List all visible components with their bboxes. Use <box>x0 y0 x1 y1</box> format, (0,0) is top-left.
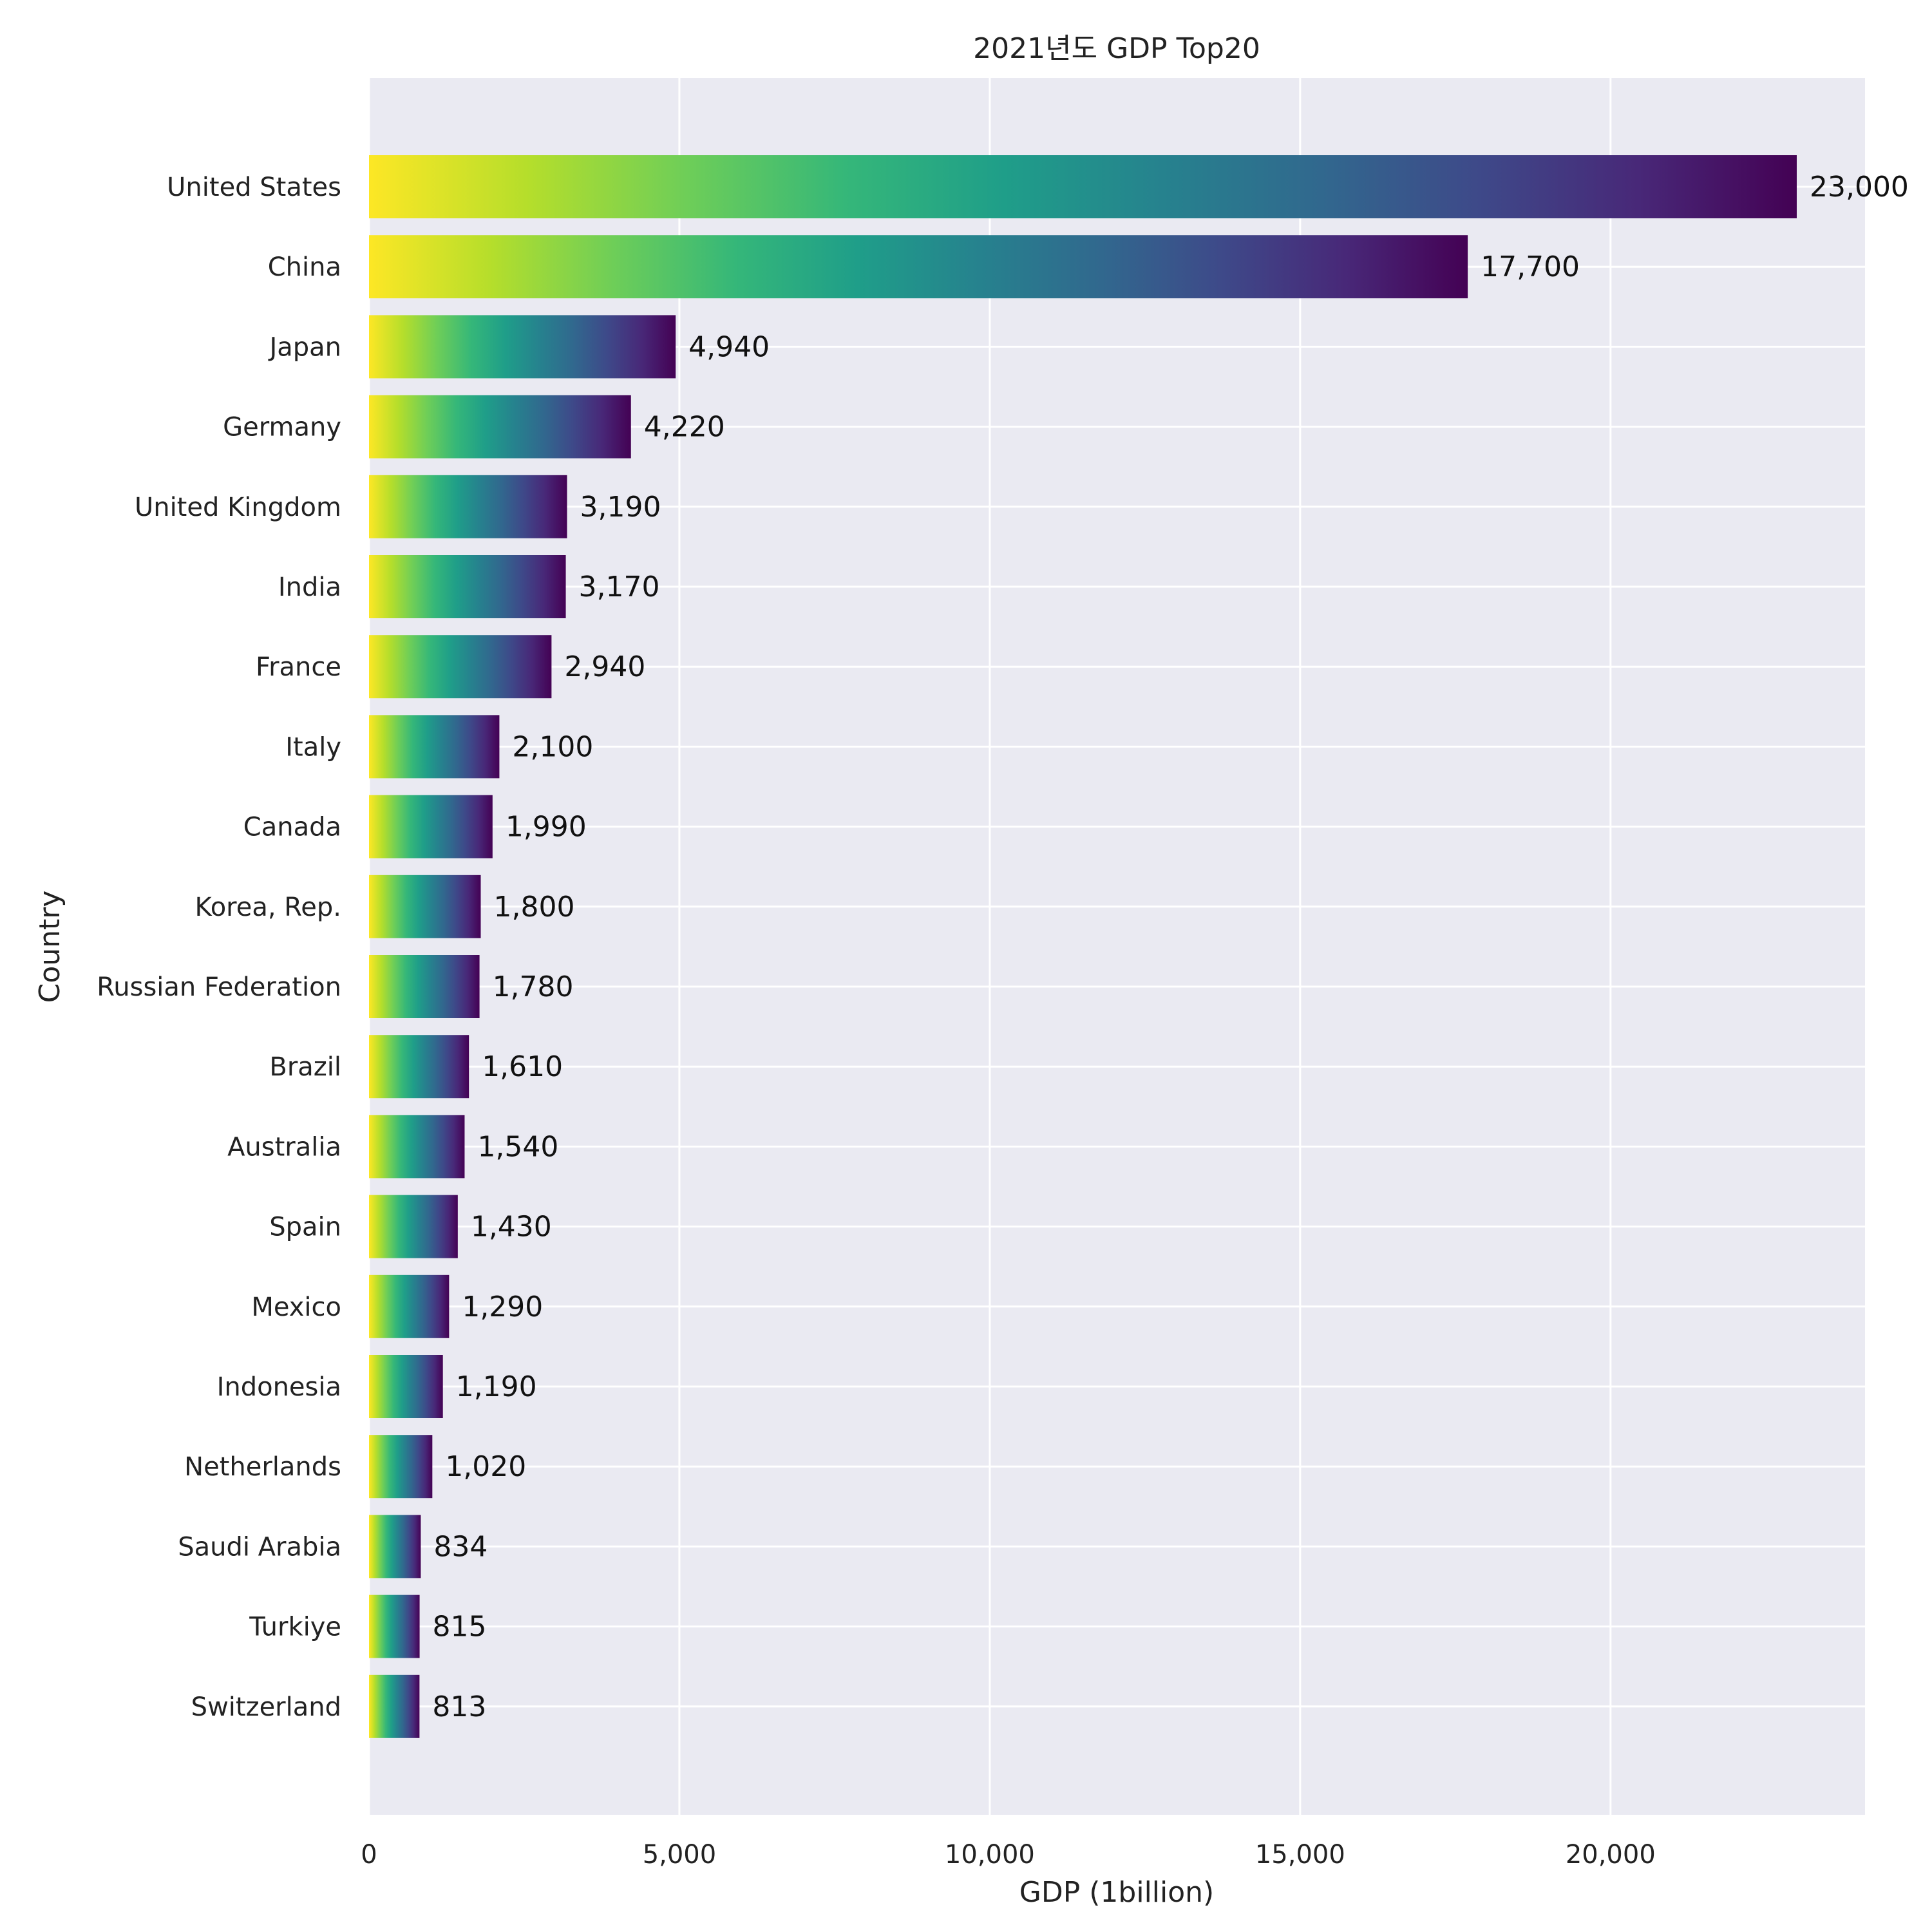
bar-value-label: 1,990 <box>506 811 587 844</box>
chart-title: 2021년도 GDP Top20 <box>973 32 1260 65</box>
y-tick-label: France <box>256 652 341 682</box>
y-tick-label: Mexico <box>251 1293 341 1322</box>
bar-value-label: 23,000 <box>1810 171 1909 204</box>
bar <box>369 1355 443 1418</box>
bar <box>369 155 1797 218</box>
bar-value-label: 2,940 <box>564 650 645 683</box>
y-tick-label: United Kingdom <box>135 493 341 522</box>
bar-value-label: 4,940 <box>688 330 770 363</box>
bar-value-labels: 23,000 17,700 4,940 4,220 3,190 3,170 2,940 2,1… <box>432 171 1909 1723</box>
x-axis-label: GDP (1billion) <box>1019 1876 1214 1909</box>
bar <box>369 955 480 1018</box>
y-tick-label: Korea, Rep. <box>194 893 341 922</box>
bar-value-label: 834 <box>433 1530 488 1563</box>
bar-value-label: 1,800 <box>494 891 575 923</box>
bar-value-label: 4,220 <box>644 411 725 444</box>
bar <box>369 795 493 858</box>
y-tick-label: China <box>268 252 341 282</box>
bar-value-label: 1,290 <box>462 1291 543 1323</box>
x-tick-label: 20,000 <box>1566 1840 1656 1870</box>
y-tick-label: Saudi Arabia <box>178 1532 341 1562</box>
bar-value-label: 1,780 <box>493 971 574 1003</box>
bar <box>369 1595 420 1658</box>
y-tick-label: United States <box>167 173 341 202</box>
y-axis-label: Country <box>33 891 66 1003</box>
bar <box>369 235 1468 299</box>
bar <box>369 635 552 699</box>
x-tick-label: 15,000 <box>1255 1840 1345 1870</box>
y-tick-label: Turkiye <box>249 1613 341 1642</box>
bar <box>369 1115 465 1179</box>
bar-value-label: 1,540 <box>477 1130 558 1163</box>
bars <box>369 155 1797 1738</box>
bar <box>369 555 566 618</box>
bar <box>369 1195 458 1258</box>
bar-value-label: 1,020 <box>445 1450 526 1483</box>
x-tick-label: 5,000 <box>643 1840 717 1870</box>
y-tick-label: Germany <box>223 413 341 442</box>
x-tick-labels: 0 5,000 10,000 15,000 20,000 <box>361 1840 1656 1870</box>
y-tick-label: Brazil <box>269 1052 341 1082</box>
y-tick-label: Spain <box>269 1213 341 1242</box>
bar <box>369 1274 450 1338</box>
bar <box>369 715 500 779</box>
bar <box>369 395 631 459</box>
bar-value-label: 1,610 <box>482 1050 563 1083</box>
bar-value-label: 3,170 <box>579 571 660 603</box>
y-tick-label: Japan <box>267 332 341 362</box>
bar-value-label: 813 <box>432 1690 486 1723</box>
y-tick-label: Australia <box>227 1132 341 1162</box>
bar-value-label: 1,190 <box>456 1370 537 1403</box>
bar-value-label: 815 <box>433 1611 487 1643</box>
bar <box>369 315 676 379</box>
y-tick-label: Indonesia <box>217 1372 341 1402</box>
bar <box>369 1435 433 1499</box>
bar <box>369 1515 421 1578</box>
y-tick-label: Italy <box>285 732 341 762</box>
x-tick-label: 10,000 <box>945 1840 1035 1870</box>
y-tick-label: Russian Federation <box>97 972 341 1002</box>
bar-value-label: 17,700 <box>1481 251 1580 283</box>
bar <box>369 1674 420 1738</box>
x-tick-label: 0 <box>361 1840 377 1870</box>
bar <box>369 475 567 538</box>
bar <box>369 875 481 938</box>
y-tick-label: Netherlands <box>184 1452 341 1482</box>
y-tick-label: India <box>278 573 341 602</box>
y-tick-labels: United States China Japan Germany United Kin… <box>97 173 341 1722</box>
bar-value-label: 2,100 <box>512 730 593 763</box>
y-tick-label: Switzerland <box>191 1692 341 1722</box>
bar-value-label: 3,190 <box>580 491 661 524</box>
bar-value-label: 1,430 <box>471 1211 552 1244</box>
y-tick-label: Canada <box>243 813 341 842</box>
bar <box>369 1035 469 1099</box>
